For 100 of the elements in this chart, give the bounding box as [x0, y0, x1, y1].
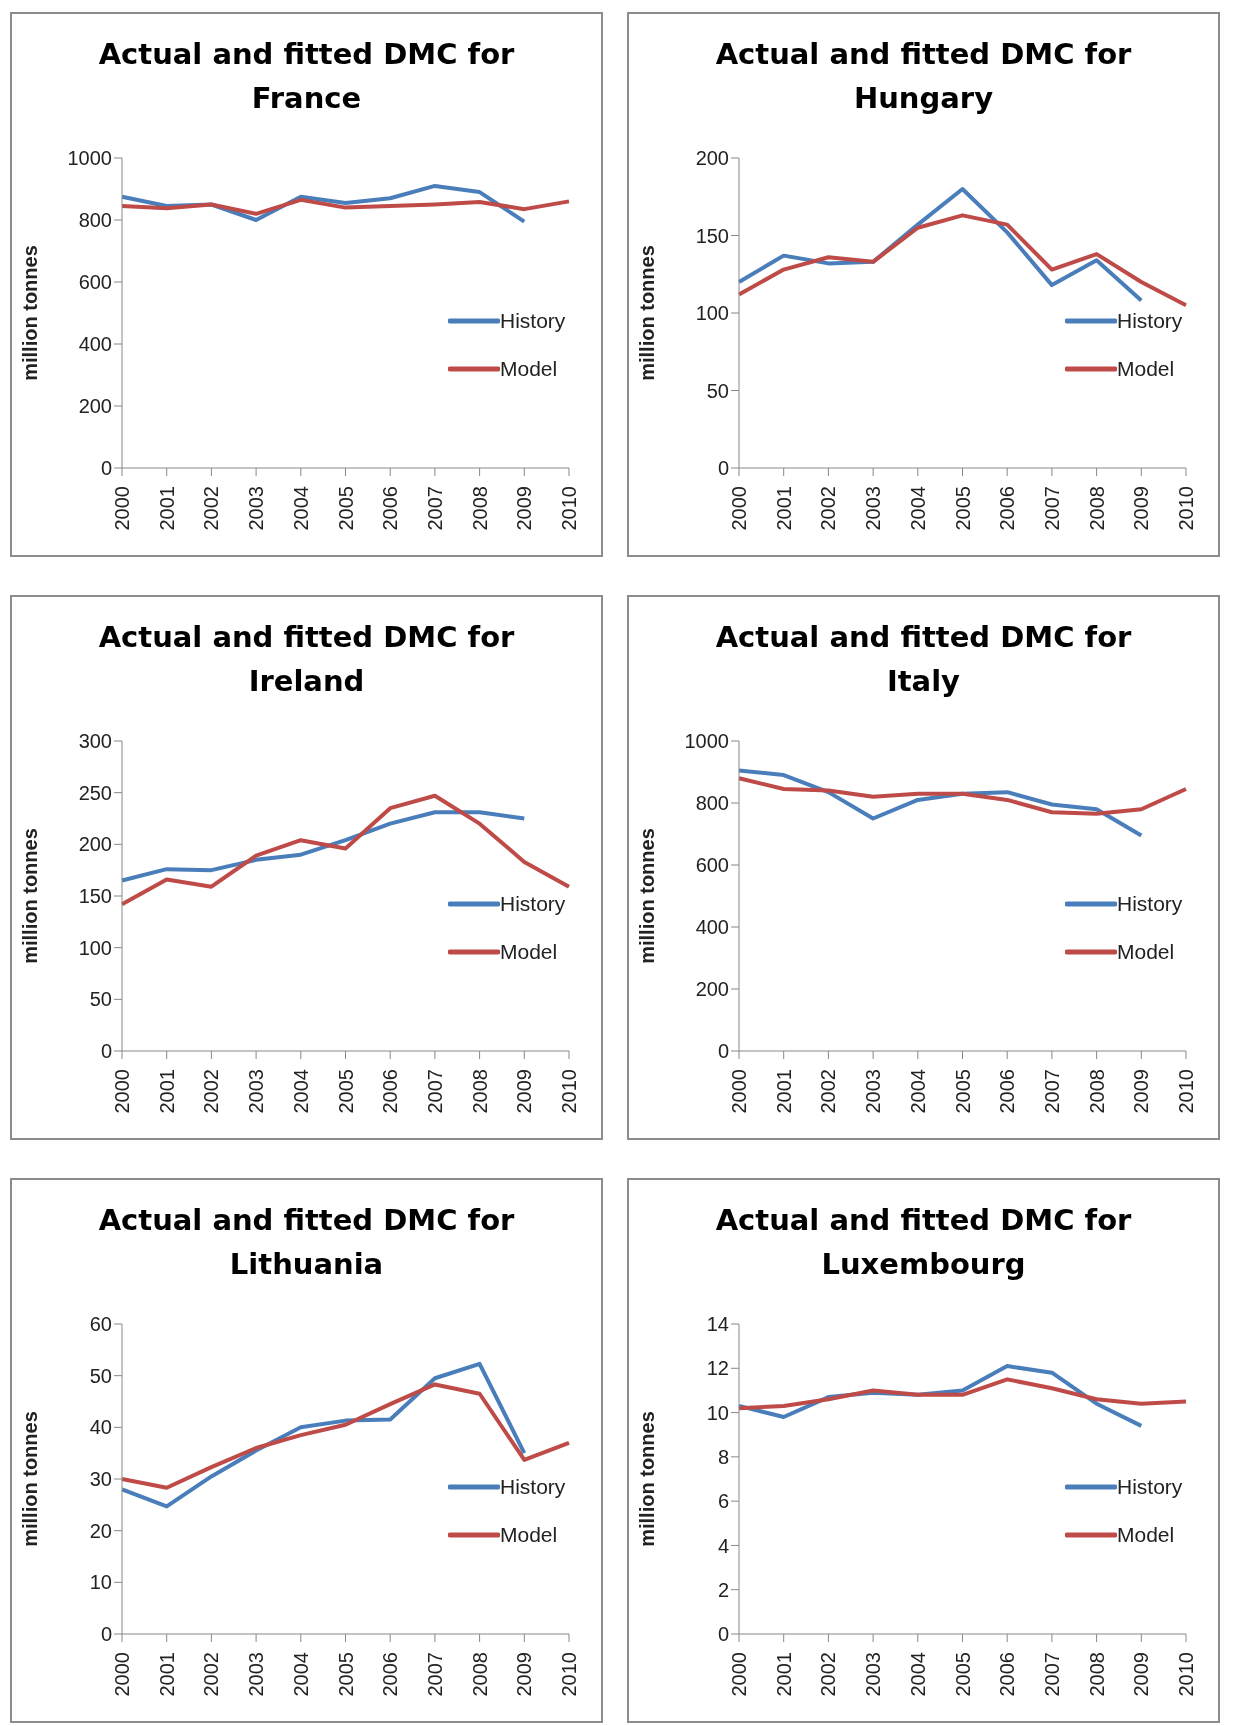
x-tick-label: 2009: [513, 486, 536, 531]
y-tick-label: 150: [695, 224, 729, 247]
legend-label: History: [500, 892, 566, 916]
chart-title: Actual and fitted DMC for Hungary: [714, 36, 1133, 117]
x-tick-label: 2002: [817, 1652, 840, 1697]
x-tick-label: 2006: [996, 486, 1019, 531]
x-tick-label: 2008: [468, 1069, 491, 1114]
y-tick-label: 2: [717, 1578, 729, 1601]
y-tick-label: 100: [78, 936, 112, 959]
y-tick-label: 400: [78, 333, 112, 356]
legend-label: Model: [1117, 1523, 1175, 1547]
x-tick-label: 2008: [468, 486, 491, 531]
x-tick-label: 2010: [1175, 1069, 1197, 1114]
y-tick-label: 200: [78, 395, 112, 418]
x-tick-label: 2003: [862, 1069, 885, 1114]
y-tick-label: 600: [695, 854, 729, 877]
x-tick-label: 2001: [155, 486, 178, 531]
x-tick-label: 2003: [245, 1069, 268, 1114]
x-tick-label: 2009: [1130, 1652, 1153, 1697]
y-tick-label: 600: [78, 271, 112, 294]
y-axis-title: million tonnes: [636, 245, 659, 381]
x-tick-label: 2007: [1040, 1652, 1063, 1697]
y-tick-label: 200: [695, 147, 729, 170]
line-series: [737, 776, 1188, 816]
y-tick-label: 6: [717, 1490, 729, 1513]
y-tick-label: 0: [717, 1040, 729, 1063]
x-tick-label: 2008: [1085, 1069, 1108, 1114]
chart-title: Actual and fitted DMC for Luxembourg: [714, 1202, 1133, 1283]
x-tick-label: 2002: [817, 1069, 840, 1114]
line-series: [737, 213, 1188, 308]
y-tick-label: 0: [717, 457, 729, 480]
chart-title: Actual and fitted DMC for Lithuania: [97, 1202, 516, 1283]
x-tick-label: 2006: [379, 486, 402, 531]
legend-label: History: [1117, 1475, 1183, 1499]
line-series: [120, 810, 527, 883]
x-tick-label: 2007: [1040, 486, 1063, 531]
x-tick-label: 2000: [728, 1069, 750, 1114]
y-tick-label: 0: [100, 1040, 112, 1063]
y-tick-label: 200: [695, 978, 729, 1001]
x-tick-label: 2004: [906, 1652, 929, 1697]
x-tick-label: 2007: [423, 486, 446, 531]
y-axis-title: million tonnes: [19, 828, 42, 964]
x-tick-label: 2001: [772, 1069, 795, 1114]
legend-label: Model: [500, 940, 558, 964]
x-tick-label: 2010: [1175, 1652, 1197, 1697]
x-tick-label: 2001: [155, 1652, 178, 1697]
x-tick-label: 2004: [289, 1652, 312, 1697]
legend-label: Model: [1117, 940, 1175, 964]
y-tick-label: 8: [717, 1445, 729, 1468]
x-tick-label: 2006: [379, 1069, 402, 1114]
x-tick-label: 2005: [334, 1069, 357, 1114]
y-tick-label: 10: [89, 1571, 112, 1594]
legend-label: History: [1117, 309, 1183, 333]
y-tick-label: 800: [695, 792, 729, 815]
x-tick-label: 2004: [289, 1069, 312, 1114]
y-tick-label: 1000: [67, 147, 112, 170]
y-tick-label: 300: [78, 730, 112, 753]
y-tick-label: 10: [706, 1401, 729, 1424]
y-tick-label: 0: [717, 1623, 729, 1646]
x-tick-label: 2002: [200, 486, 223, 531]
legend-label: Model: [500, 1523, 558, 1547]
x-tick-label: 2006: [996, 1652, 1019, 1697]
y-tick-label: 4: [717, 1534, 729, 1557]
x-tick-label: 2009: [513, 1652, 536, 1697]
x-tick-label: 2002: [200, 1652, 223, 1697]
x-tick-label: 2000: [111, 486, 133, 531]
y-tick-label: 50: [89, 988, 112, 1011]
y-tick-label: 0: [100, 1623, 112, 1646]
y-tick-label: 50: [89, 1364, 112, 1387]
chart-title: Actual and fitted DMC for Italy: [714, 619, 1133, 700]
x-tick-label: 2010: [1175, 486, 1197, 531]
x-tick-label: 2006: [379, 1652, 402, 1697]
y-tick-label: 200: [78, 833, 112, 856]
x-tick-label: 2003: [862, 486, 885, 531]
x-tick-label: 2000: [111, 1069, 133, 1114]
x-tick-label: 2007: [423, 1652, 446, 1697]
x-tick-label: 2008: [1085, 1652, 1108, 1697]
x-tick-label: 2010: [558, 1652, 580, 1697]
legend-label: History: [500, 1475, 566, 1499]
y-tick-label: 12: [706, 1357, 729, 1380]
y-tick-label: 50: [706, 379, 729, 402]
y-tick-label: 60: [89, 1313, 112, 1336]
x-tick-label: 2003: [245, 486, 268, 531]
x-tick-label: 2007: [423, 1069, 446, 1114]
x-tick-label: 2001: [772, 1652, 795, 1697]
x-tick-label: 2006: [996, 1069, 1019, 1114]
legend-label: Model: [500, 357, 558, 381]
y-tick-label: 1000: [684, 730, 729, 753]
x-tick-label: 2002: [200, 1069, 223, 1114]
chart-title: Actual and fitted DMC for France: [97, 36, 516, 117]
legend-label: Model: [1117, 357, 1175, 381]
x-tick-label: 2009: [1130, 486, 1153, 531]
x-tick-label: 2004: [906, 1069, 929, 1114]
y-tick-label: 14: [706, 1313, 729, 1336]
x-tick-label: 2009: [1130, 1069, 1153, 1114]
x-tick-label: 2008: [1085, 486, 1108, 531]
x-tick-label: 2007: [1040, 1069, 1063, 1114]
x-tick-label: 2004: [289, 486, 312, 531]
y-tick-label: 150: [78, 885, 112, 908]
x-tick-label: 2003: [862, 1652, 885, 1697]
